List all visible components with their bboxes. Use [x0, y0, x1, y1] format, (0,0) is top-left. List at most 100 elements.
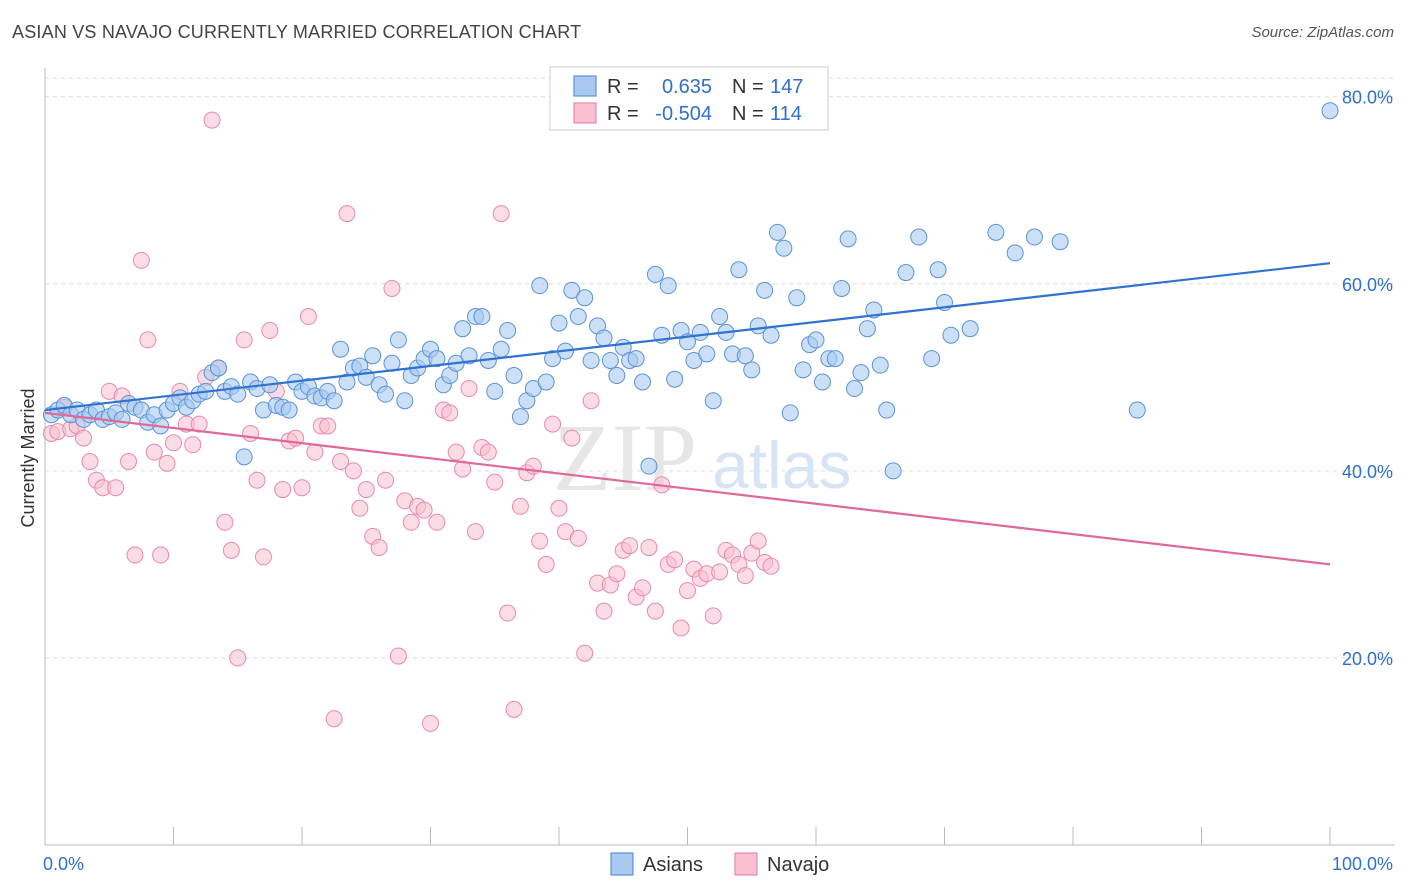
asian-point: [460, 347, 478, 365]
navajo-point: [402, 513, 420, 531]
navajo-point: [389, 647, 407, 665]
asian-point: [691, 323, 709, 341]
asian-point: [428, 350, 446, 368]
asian-point: [229, 385, 247, 403]
asian-point: [531, 277, 549, 295]
navajo-point: [711, 563, 729, 581]
asian-point: [634, 373, 652, 391]
y-tick-label: 80.0%: [1342, 88, 1393, 108]
navajo-point: [158, 454, 176, 472]
navajo-point: [466, 523, 484, 541]
navajo-point: [338, 205, 356, 223]
legend-swatch-navajo: [734, 852, 758, 876]
navajo-point: [454, 460, 472, 478]
y-tick-label: 20.0%: [1342, 649, 1393, 669]
navajo-point: [563, 429, 581, 447]
navajo-point: [460, 380, 478, 398]
navajo-point: [447, 443, 465, 461]
asian-point: [332, 340, 350, 358]
navajo-point: [505, 700, 523, 718]
navajo-point: [672, 619, 690, 637]
navajo-point: [640, 539, 658, 557]
navajo-point: [428, 513, 446, 531]
asian-point: [511, 408, 529, 426]
legend-r-value: -0.504: [655, 103, 712, 125]
asian-point: [1025, 228, 1043, 246]
asian-point: [781, 404, 799, 422]
asian-point: [389, 331, 407, 349]
navajo-point: [537, 555, 555, 573]
asian-point: [537, 373, 555, 391]
asian-point: [569, 308, 587, 326]
legend-swatch-navajo: [573, 102, 597, 124]
navajo-point: [383, 279, 401, 297]
legend-swatch-asians: [610, 852, 634, 876]
navajo-point: [81, 453, 99, 470]
asian-point: [910, 228, 928, 246]
navajo-point: [319, 417, 337, 435]
asian-point: [601, 351, 619, 369]
asian-point: [659, 277, 677, 295]
asian-point: [711, 308, 729, 326]
tick-labels: 20.0% 40.0% 60.0% 80.0% 0.0% 100.0%: [43, 88, 1393, 874]
navajo-points: [42, 111, 780, 732]
navajo-point: [357, 481, 375, 499]
navajo-point: [216, 513, 234, 531]
legend-r-label: R =: [607, 76, 639, 98]
navajo-point: [203, 111, 221, 129]
asian-point: [454, 320, 472, 338]
navajo-point: [544, 415, 562, 433]
asian-point: [788, 289, 806, 307]
legend-swatch-asians: [573, 75, 597, 97]
navajo-point: [132, 251, 150, 269]
legend-n-label: N =: [732, 103, 764, 125]
navajo-point: [634, 579, 652, 597]
asian-point: [209, 359, 227, 377]
navajo-point: [145, 443, 163, 461]
watermark: ZIP atlas: [553, 404, 851, 511]
asian-point: [730, 261, 748, 279]
navajo-point: [422, 714, 439, 732]
chart-title: ASIAN VS NAVAJO CURRENTLY MARRIED CORREL…: [12, 22, 582, 42]
navajo-point: [595, 602, 613, 620]
asian-point: [736, 347, 754, 365]
navajo-point: [646, 602, 664, 620]
navajo-point: [274, 481, 292, 499]
legend-n-value: 147: [770, 76, 803, 98]
navajo-point: [299, 308, 317, 326]
legend-label-navajo: Navajo: [767, 854, 829, 876]
navajo-point: [235, 331, 253, 349]
navajo-point: [107, 479, 125, 497]
asian-point: [364, 347, 382, 365]
navajo-point: [139, 331, 157, 349]
navajo-point: [184, 436, 202, 454]
navajo-point: [261, 322, 279, 340]
asian-point: [563, 281, 581, 299]
asian-point: [550, 314, 568, 332]
legend-r-value: 0.635: [662, 76, 712, 98]
navajo-point: [377, 471, 395, 489]
navajo-point: [306, 443, 324, 461]
asian-point: [987, 223, 1005, 241]
asian-point: [897, 264, 915, 282]
asian-point: [608, 366, 626, 384]
navajo-point: [120, 453, 138, 470]
y-tick-label: 60.0%: [1342, 275, 1393, 295]
y-tick-label: 40.0%: [1342, 462, 1393, 482]
asian-trend-line: [44, 262, 1331, 412]
asian-point: [627, 350, 645, 368]
series-legend: Asians Navajo: [610, 852, 829, 876]
asian-point: [813, 373, 831, 391]
asian-point: [826, 350, 844, 368]
asian-point: [923, 350, 941, 368]
trend-lines: [44, 262, 1331, 566]
navajo-point: [325, 710, 343, 728]
navajo-point: [332, 453, 350, 470]
watermark-atlas: atlas: [712, 428, 851, 502]
asian-point: [646, 265, 664, 283]
asian-point: [666, 370, 684, 388]
navajo-point: [736, 567, 754, 585]
asian-point: [858, 320, 876, 338]
asian-point: [807, 331, 825, 349]
